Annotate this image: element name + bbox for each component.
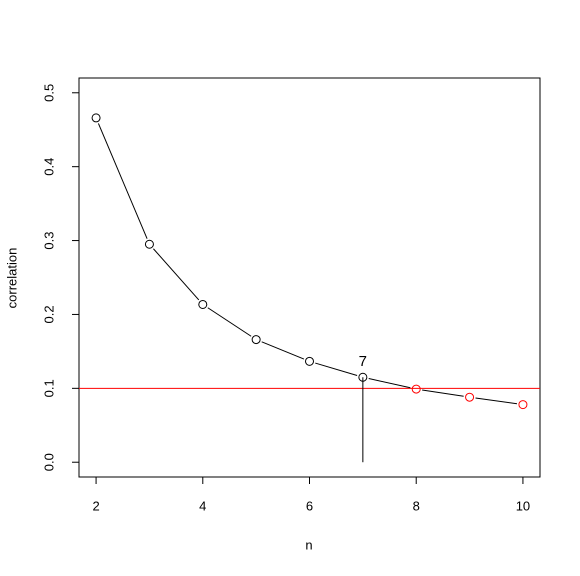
line-segment xyxy=(315,362,358,377)
x-axis-label: n xyxy=(305,537,312,552)
y-tick-label: 0.1 xyxy=(41,379,56,397)
point xyxy=(251,335,261,345)
y-tick-label: 0.4 xyxy=(41,158,56,176)
point xyxy=(198,299,208,309)
y-tick-label: 0.0 xyxy=(41,453,56,471)
point xyxy=(358,372,368,382)
plot-box xyxy=(78,77,541,478)
y-axis-label: correlation xyxy=(4,248,19,309)
x-tick-label: 6 xyxy=(306,498,313,513)
line-segment xyxy=(422,389,464,397)
y-tick-label: 0.3 xyxy=(41,232,56,250)
x-tick-label: 8 xyxy=(413,498,420,513)
line-segment xyxy=(97,123,148,239)
annotation-label: 7 xyxy=(359,353,367,370)
line-segment xyxy=(475,397,518,405)
point xyxy=(144,239,154,249)
point xyxy=(91,113,101,123)
x-tick-label: 2 xyxy=(92,498,99,513)
point xyxy=(465,392,475,402)
y-tick-label: 0.2 xyxy=(41,305,56,323)
x-tick-label: 4 xyxy=(199,498,206,513)
x-tick-label: 10 xyxy=(516,498,530,513)
point xyxy=(305,356,314,366)
y-tick-label: 0.5 xyxy=(41,84,56,102)
point xyxy=(411,384,421,394)
point xyxy=(518,400,528,410)
line-segment xyxy=(368,378,411,389)
line-segment xyxy=(207,307,252,337)
line-segment xyxy=(153,248,200,301)
line-segment xyxy=(261,341,305,360)
